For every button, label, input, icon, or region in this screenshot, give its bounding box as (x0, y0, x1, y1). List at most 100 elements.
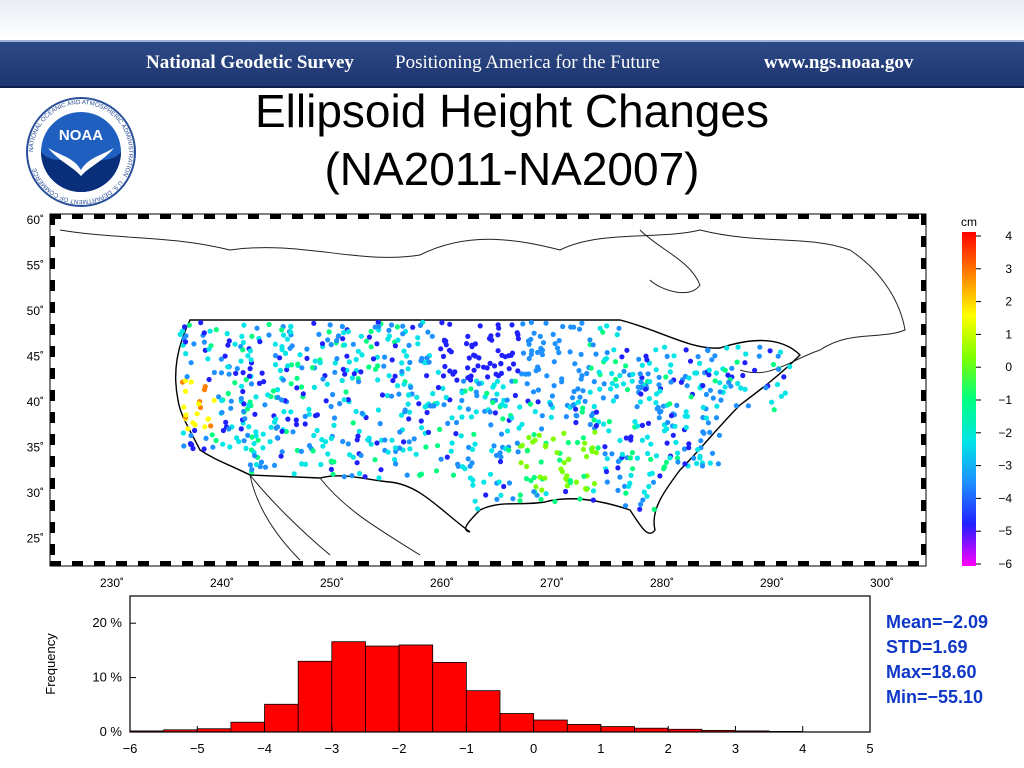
station-dot (284, 336, 291, 342)
station-dot (294, 447, 300, 453)
station-dot (523, 371, 529, 377)
station-dot (722, 384, 728, 390)
station-dot (368, 344, 374, 350)
station-dot (644, 434, 651, 440)
station-dot (327, 322, 333, 328)
station-dot (438, 456, 444, 462)
station-dot (279, 344, 285, 350)
station-dot (549, 393, 556, 399)
station-dot (406, 409, 413, 415)
station-dot (465, 456, 471, 462)
station-dot (604, 479, 610, 485)
station-dot (580, 388, 586, 394)
station-dot (616, 325, 622, 331)
station-dot (548, 414, 555, 420)
station-dot (213, 327, 219, 333)
station-dot (612, 359, 619, 365)
station-dot (181, 443, 187, 449)
station-dot (392, 457, 398, 463)
station-dot (443, 394, 449, 401)
station-dot (374, 440, 380, 446)
station-dot (410, 324, 416, 330)
histogram-x-tick-label: 5 (866, 741, 873, 756)
station-dot (358, 333, 364, 339)
station-dot (742, 386, 748, 392)
station-dot (724, 345, 730, 351)
station-dot (265, 392, 271, 398)
station-dot (219, 409, 225, 416)
station-dot (575, 386, 581, 392)
station-dot (310, 448, 316, 454)
station-dot (403, 353, 410, 359)
station-dot (515, 336, 522, 342)
station-dot (392, 343, 398, 349)
station-dot (240, 370, 246, 376)
station-dot (243, 445, 249, 451)
station-dot (706, 367, 712, 373)
station-dot (402, 407, 408, 413)
station-dot (656, 374, 662, 380)
station-dot (602, 451, 608, 457)
station-dot (654, 391, 660, 397)
station-dot (591, 417, 597, 423)
station-dot (238, 358, 244, 364)
station-dot (374, 341, 380, 347)
station-dot (249, 434, 255, 440)
website-link[interactable]: www.ngs.noaa.gov (764, 52, 914, 73)
station-dot (614, 383, 620, 389)
station-dot (597, 325, 603, 331)
station-dot (484, 365, 490, 371)
station-dot (617, 474, 623, 480)
station-dot (626, 483, 632, 489)
histogram-bar (566, 723, 602, 733)
station-dot (182, 378, 188, 384)
histogram-x-tick-label: −4 (257, 741, 272, 756)
station-dot (606, 419, 613, 425)
station-dot (302, 461, 309, 467)
station-dot (609, 451, 615, 457)
colorbar-tick-label: 4 (1005, 229, 1012, 243)
station-dot (778, 393, 785, 399)
station-dot (653, 367, 659, 373)
station-dot (738, 385, 744, 391)
station-dot (584, 454, 590, 460)
station-dot (639, 437, 646, 443)
station-dot (617, 372, 623, 379)
station-dot (623, 435, 629, 441)
station-dot (700, 429, 706, 435)
station-dot (389, 357, 395, 363)
station-dot (472, 341, 478, 347)
station-dot (448, 349, 454, 355)
station-dot (639, 422, 646, 428)
station-dot (595, 445, 601, 451)
station-dot (470, 477, 476, 483)
stat-min: Min=−55.10 (886, 687, 984, 707)
station-dot (225, 390, 231, 397)
station-dot (395, 337, 401, 343)
station-dot (639, 375, 645, 381)
station-dot (458, 433, 464, 439)
station-dot (285, 363, 291, 369)
station-dot (657, 473, 663, 479)
station-dot (668, 362, 674, 368)
station-dot (304, 346, 310, 352)
station-dot (593, 409, 600, 415)
station-dot (201, 330, 207, 336)
station-dot (253, 394, 259, 400)
station-dot (515, 368, 521, 374)
station-dot (561, 430, 567, 436)
station-dot (604, 456, 610, 462)
station-dot (519, 371, 525, 377)
station-dot (468, 377, 474, 383)
station-dot (488, 333, 494, 339)
height-change-map: 60˚ 55˚ 50˚ 45˚ 40˚ 35˚ 30˚ 25˚ 230˚ 240˚ 250˚ 260… (27, 213, 1013, 590)
station-dot (226, 371, 232, 377)
station-dot (255, 437, 261, 443)
station-dot (709, 357, 715, 363)
station-dot (399, 368, 405, 375)
station-dot (740, 372, 746, 379)
station-dot (238, 426, 244, 432)
station-dot (300, 391, 306, 397)
station-dot (339, 323, 345, 330)
station-dot (668, 413, 675, 419)
